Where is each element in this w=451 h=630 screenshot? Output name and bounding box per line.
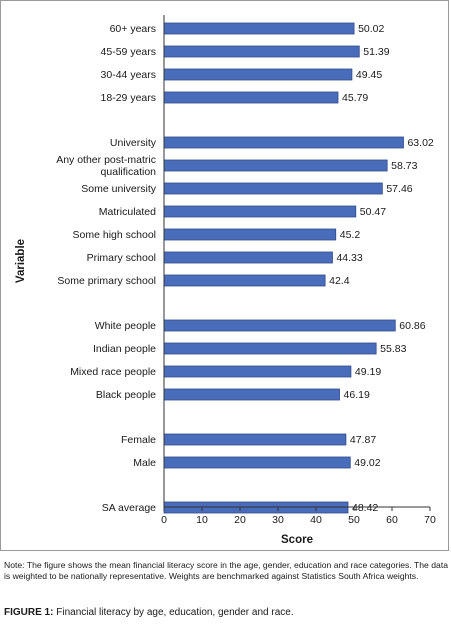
x-tick-label-50: 50 <box>348 514 360 526</box>
value-label-black-people: 46.19 <box>344 389 370 401</box>
figure-caption-label: FIGURE 1: <box>4 607 54 618</box>
value-label-white-people: 60.86 <box>399 320 425 332</box>
x-tick-label-60: 60 <box>386 514 398 526</box>
category-label-university: University <box>110 137 157 149</box>
bar-female <box>163 433 347 446</box>
bar-matriculated <box>163 205 357 218</box>
category-label-matriculated: Matriculated <box>99 206 156 218</box>
value-label-18-29-years: 45.79 <box>342 92 368 104</box>
bar-black-people <box>163 388 340 401</box>
bar-male <box>163 456 351 469</box>
bar-45-59-years <box>163 45 360 58</box>
category-label-60-years: 60+ years <box>110 23 156 35</box>
category-label-female: Female <box>121 434 156 446</box>
value-label-45-59-years: 51.39 <box>363 46 389 58</box>
value-label-male: 49.02 <box>354 457 380 469</box>
figure-frame: 60+ years 50.02 45-59 years 51.39 30-44 year… <box>0 0 449 551</box>
bar-university <box>163 136 404 149</box>
bar-60-years <box>163 22 355 35</box>
category-label-sa-average: SA average <box>102 502 156 514</box>
category-label-male: Male <box>133 457 156 469</box>
x-axis-title: Score <box>281 534 313 546</box>
bar-some-university <box>163 182 383 195</box>
x-tick-label-0: 0 <box>161 514 167 526</box>
x-tick-label-30: 30 <box>272 514 284 526</box>
value-label-mixed-race-people: 49.19 <box>355 366 381 378</box>
value-label-60-years: 50.02 <box>358 23 384 35</box>
figure-caption: FIGURE 1: Financial literacy by age, edu… <box>4 606 448 619</box>
figure-note: Note: The figure shows the mean financia… <box>4 560 448 581</box>
category-label-mixed-race-people: Mixed race people <box>70 366 156 378</box>
value-label-some-university: 57.46 <box>386 183 412 195</box>
y-axis-title: Variable <box>15 239 27 283</box>
x-tick-label-70: 70 <box>424 514 436 526</box>
category-label-45-59-years: 45-59 years <box>101 46 156 58</box>
category-label-any-other-post-matric-qualification-line1: Any other post-matric <box>56 154 156 166</box>
value-label-university: 63.02 <box>407 137 433 149</box>
bar-mixed-race-people <box>163 365 352 378</box>
category-label-any-other-post-matric-qualification-line2: qualification <box>101 166 157 178</box>
category-label-white-people: White people <box>95 320 156 332</box>
category-label-30-44-years: 30-44 years <box>101 69 156 81</box>
value-label-30-44-years: 49.45 <box>356 69 382 81</box>
category-label-some-primary-school: Some primary school <box>57 275 156 287</box>
bar-indian-people <box>163 342 377 355</box>
category-label-some-high-school: Some high school <box>73 229 156 241</box>
value-label-matriculated: 50.47 <box>360 206 386 218</box>
category-label-indian-people: Indian people <box>93 343 156 355</box>
value-label-primary-school: 44.33 <box>336 252 362 264</box>
category-label-primary-school: Primary school <box>87 252 156 264</box>
value-label-indian-people: 55.83 <box>380 343 406 355</box>
x-tick-label-10: 10 <box>196 514 208 526</box>
category-label-black-people: Black people <box>96 389 156 401</box>
value-label-some-primary-school: 42.4 <box>329 275 350 287</box>
bar-some-high-school <box>163 228 337 241</box>
bar-30-44-years <box>163 68 353 81</box>
bar-primary-school <box>163 251 333 264</box>
value-label-female: 47.87 <box>350 434 376 446</box>
bar-some-primary-school <box>163 274 326 287</box>
bar-chart: 60+ years 50.02 45-59 years 51.39 30-44 year… <box>15 15 436 546</box>
x-tick-label-20: 20 <box>234 514 246 526</box>
x-tick-label-40: 40 <box>310 514 322 526</box>
bar-white-people <box>163 319 396 332</box>
value-label-any-other-post-matric-qualification: 58.73 <box>391 160 417 172</box>
category-label-18-29-years: 18-29 years <box>101 92 156 104</box>
value-label-sa-average: 48.42 <box>352 502 378 514</box>
figure-caption-text: Financial literacy by age, education, ge… <box>56 607 294 618</box>
value-label-some-high-school: 45.2 <box>340 229 361 241</box>
bar-18-29-years <box>163 91 339 104</box>
category-label-some-university: Some university <box>81 183 156 195</box>
bar-any-other-post-matric-qualification <box>163 159 388 172</box>
